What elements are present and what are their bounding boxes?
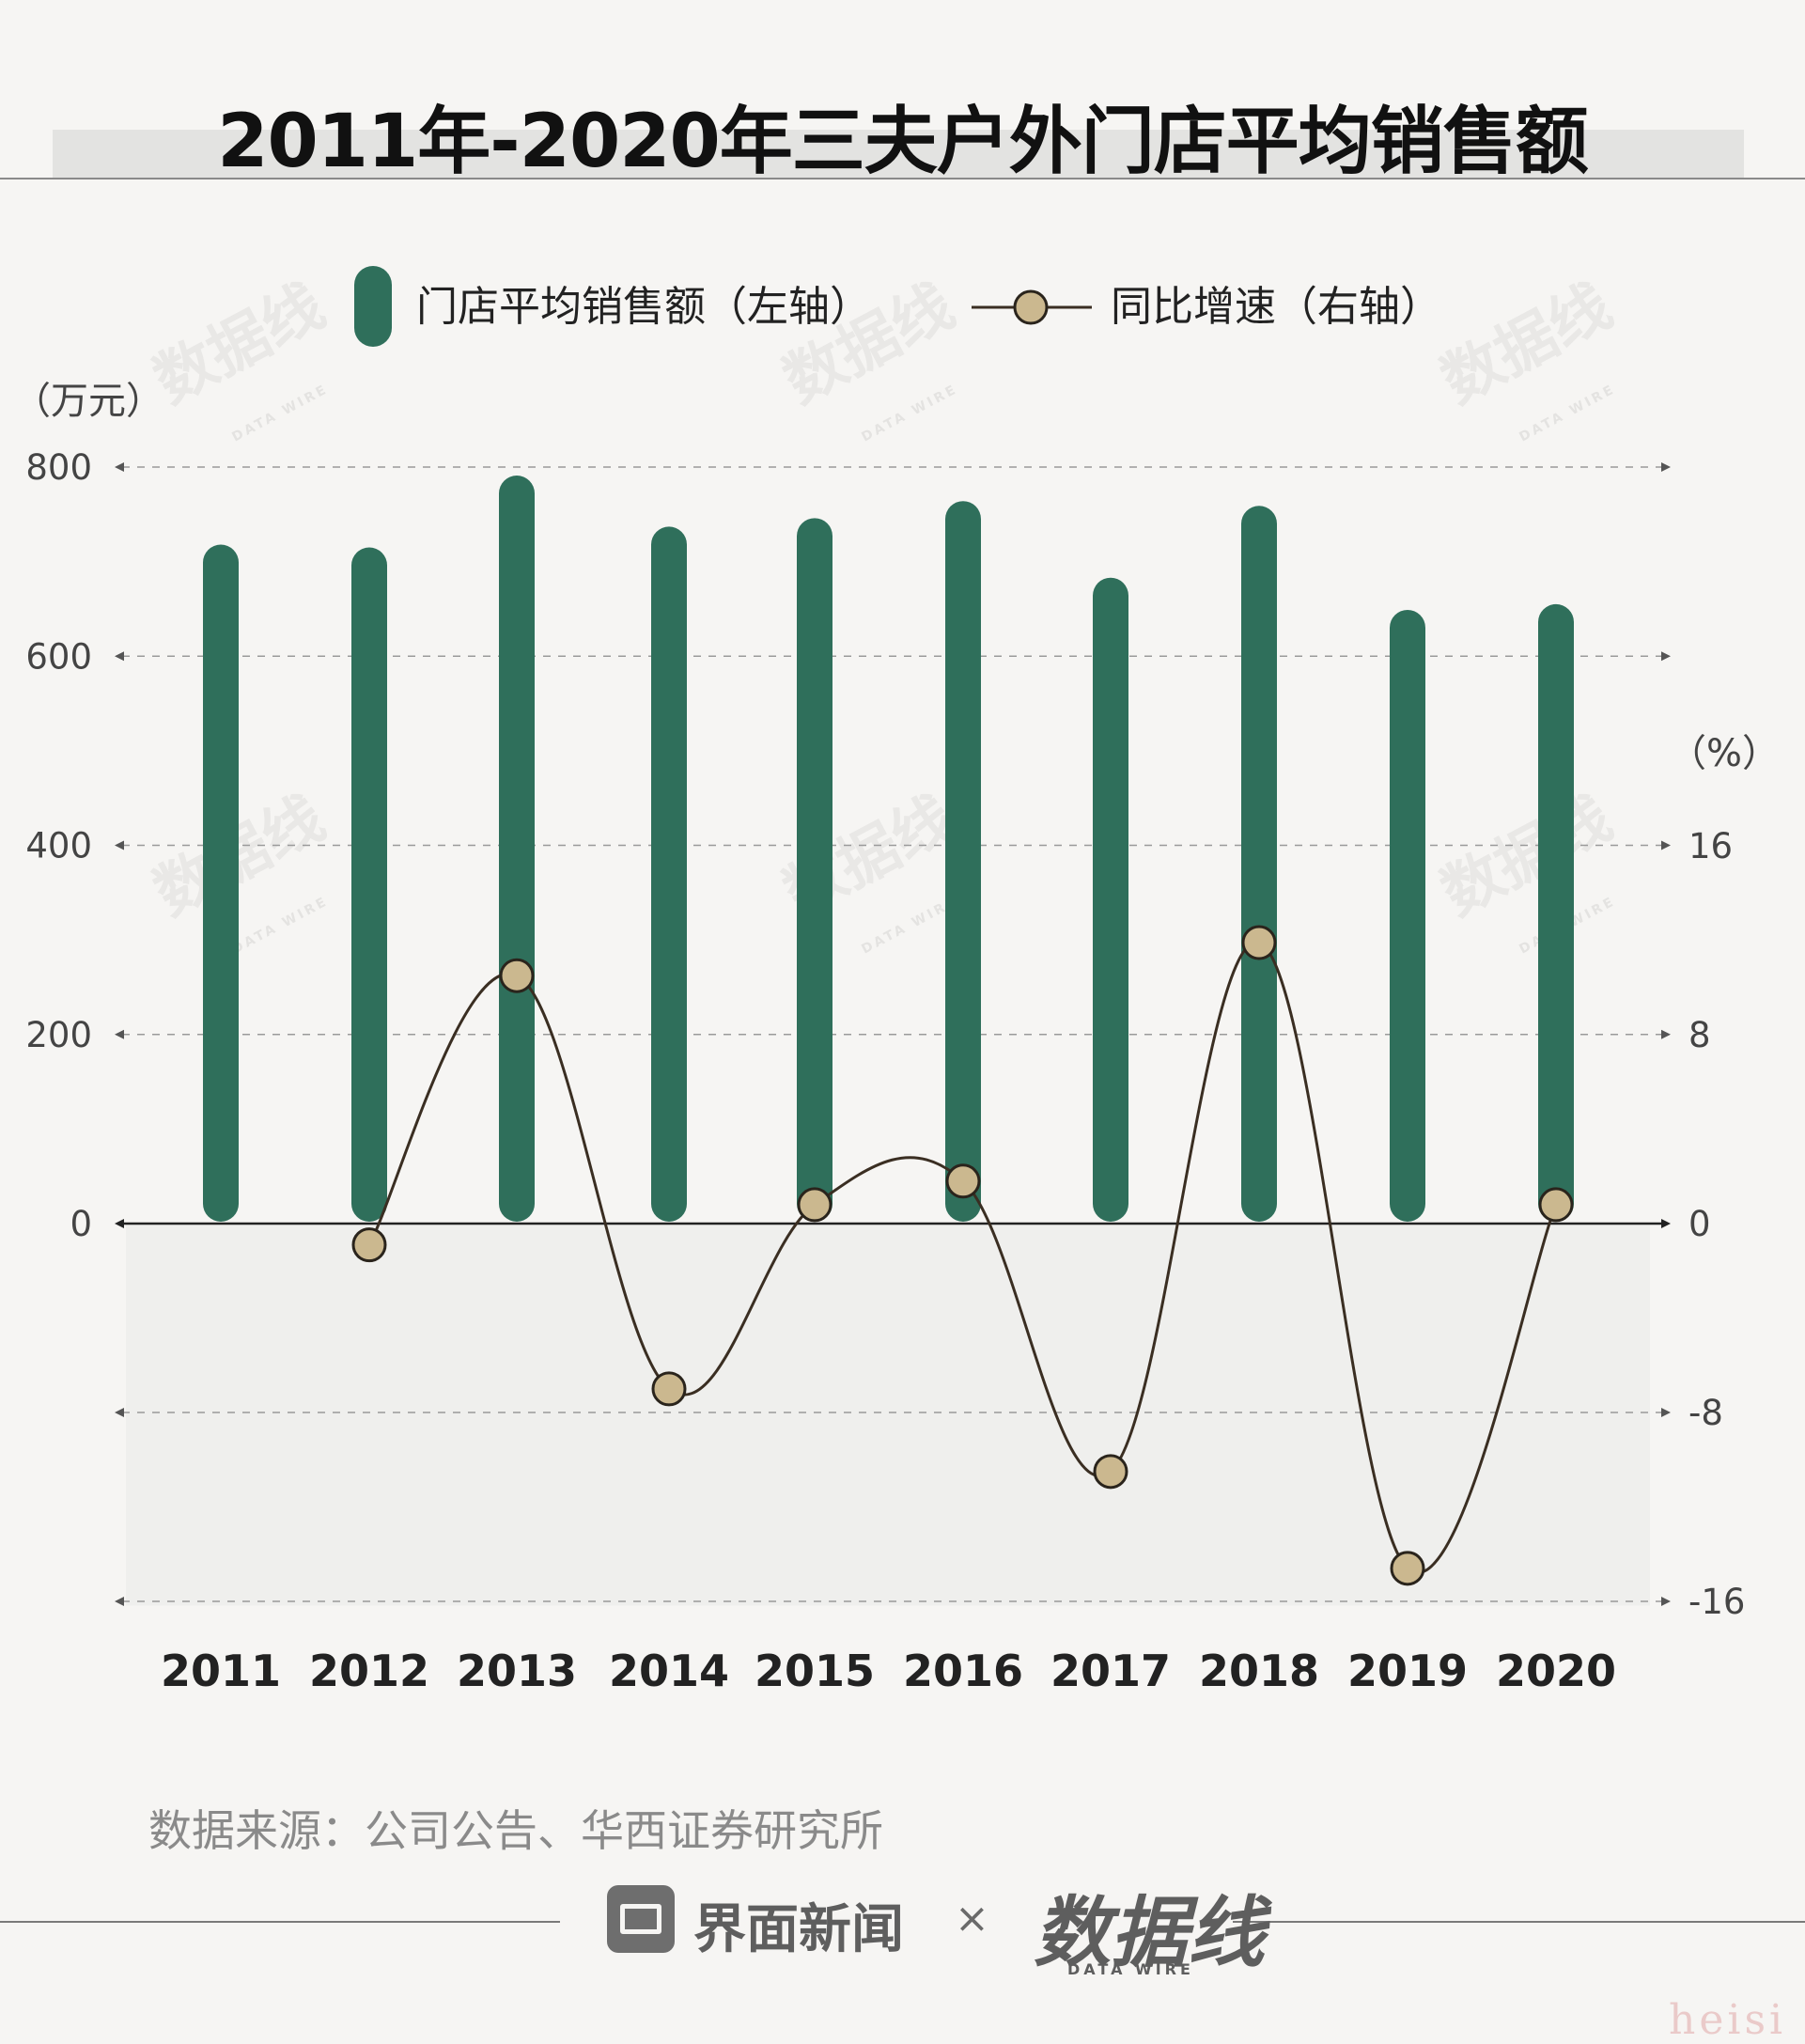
x-tick-label: 2013	[457, 1646, 577, 1696]
bar	[203, 544, 239, 1222]
bar	[797, 518, 832, 1222]
markers	[351, 925, 1574, 1586]
title-band	[53, 130, 1744, 179]
left-tick-label: 0	[70, 1204, 92, 1244]
legend-line-label: 同比增速（右轴）	[1111, 283, 1441, 331]
grid-arrow-right	[1661, 651, 1671, 662]
x-tick-label: 2014	[609, 1646, 729, 1696]
brand-logo-icon	[607, 1885, 675, 1953]
growth-marker	[1241, 925, 1277, 960]
growth-marker	[1538, 1187, 1574, 1223]
bar	[1241, 506, 1277, 1222]
growth-line	[367, 941, 1558, 1574]
watermark-sub: DATA WIRE	[229, 894, 331, 957]
right-tick-label: 16	[1688, 826, 1733, 866]
x-tick-label: 2016	[903, 1646, 1023, 1696]
bar	[351, 547, 387, 1222]
growth-marker	[1093, 1454, 1128, 1490]
footer-times: ×	[955, 1895, 989, 1943]
legend: 门店平均销售额（左轴） 同比增速（右轴）	[354, 266, 1441, 347]
legend-bar-swatch	[354, 266, 392, 347]
x-tick-label: 2015	[755, 1646, 875, 1696]
x-axis-ticks: 2011 2012 2013 2014 2015 2016 2017 2018 2019 2020	[161, 1646, 1616, 1696]
grid-arrow-right	[1661, 840, 1671, 850]
legend-bar-label: 门店平均销售额（左轴）	[416, 283, 871, 331]
footer-partner-logo: 数据线	[1034, 1889, 1265, 1978]
left-tick-label: 800	[25, 447, 92, 488]
grid-arrow-left	[115, 840, 124, 850]
x-tick-label: 2012	[309, 1646, 429, 1696]
footer-brand: 界面新闻	[693, 1899, 904, 1960]
bar	[1538, 603, 1574, 1222]
grid-arrow-right	[1661, 1408, 1671, 1417]
grid-arrow-right	[1661, 1597, 1671, 1606]
right-tick-label: -16	[1688, 1582, 1745, 1622]
grid-arrow-left	[115, 1219, 124, 1228]
growth-marker	[351, 1227, 387, 1263]
watermark-sub: DATA WIRE	[859, 894, 960, 957]
grid-arrow-left	[115, 1029, 124, 1039]
bar	[945, 501, 981, 1222]
grid-arrow-right	[1661, 462, 1671, 472]
growth-marker	[651, 1371, 687, 1407]
x-tick-label: 2018	[1199, 1646, 1319, 1696]
grid-arrow-left	[115, 462, 124, 472]
footer-rule-right	[1233, 1921, 1805, 1923]
watermark-sub: DATA WIRE	[859, 382, 960, 445]
title-rule	[0, 178, 1805, 179]
x-tick-label: 2011	[161, 1646, 281, 1696]
left-tick-label: 600	[25, 636, 92, 677]
left-axis-ticks: 0 200 400 600 800	[25, 447, 92, 1244]
growth-marker	[945, 1163, 981, 1199]
right-tick-label: 0	[1688, 1204, 1711, 1244]
footer-partner-sub: DATA WIRE	[1067, 1960, 1194, 1978]
legend-marker-swatch	[1013, 289, 1049, 325]
watermark-sub: DATA WIRE	[1517, 382, 1618, 445]
source-note: 数据来源：公司公告、华西证券研究所	[148, 1805, 883, 1856]
grid-arrow-left	[115, 651, 124, 662]
bar	[1093, 577, 1128, 1222]
growth-marker	[797, 1187, 832, 1223]
x-tick-label: 2017	[1050, 1646, 1171, 1696]
bar	[651, 526, 687, 1222]
bar	[499, 476, 535, 1222]
chart-title: 2011年-2020年三夫户外门店平均销售额	[217, 100, 1589, 184]
watermark-sub: DATA WIRE	[229, 382, 331, 445]
right-axis-unit: （%）	[1669, 732, 1780, 775]
corner-watermark: heisi	[1669, 1996, 1787, 2044]
grid-arrow-right	[1661, 1029, 1671, 1039]
growth-marker	[1390, 1551, 1425, 1586]
negative-region-band	[126, 1224, 1650, 1606]
grid-arrow-right	[1661, 1219, 1671, 1228]
growth-marker	[499, 958, 535, 993]
footer-rule-left	[0, 1921, 560, 1923]
x-tick-label: 2020	[1496, 1646, 1616, 1696]
grid-arrow-left	[115, 1408, 124, 1417]
grid-arrow-left	[115, 1597, 124, 1606]
bars	[203, 476, 1574, 1222]
bar	[1390, 609, 1425, 1222]
left-tick-label: 400	[25, 826, 92, 866]
left-axis-unit: （万元）	[13, 380, 163, 423]
right-tick-label: 8	[1688, 1015, 1711, 1055]
left-tick-label: 200	[25, 1015, 92, 1055]
right-tick-label: -8	[1688, 1393, 1723, 1433]
right-axis-ticks: -16 -8 0 8 16	[1688, 826, 1745, 1622]
x-tick-label: 2019	[1347, 1646, 1468, 1696]
